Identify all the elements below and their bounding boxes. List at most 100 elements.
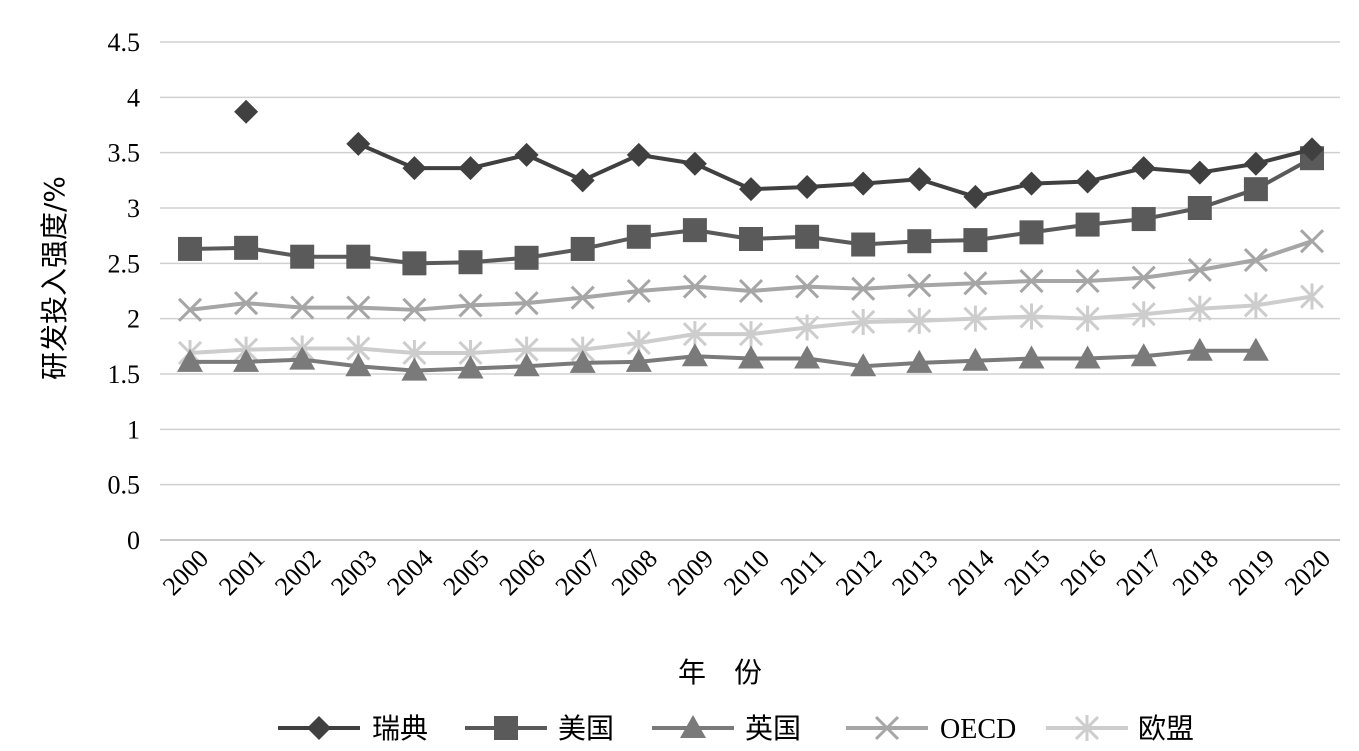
data-point [346, 131, 371, 156]
data-point [458, 293, 483, 318]
x-tick-label: 2002 [269, 544, 326, 601]
data-point [907, 167, 932, 192]
y-tick-label: 1.5 [108, 360, 141, 389]
x-tick-label: 2015 [998, 544, 1055, 601]
legend-label: 英国 [745, 712, 801, 745]
data-point [907, 307, 932, 334]
data-point [1019, 268, 1044, 294]
data-point [290, 244, 315, 269]
y-tick-label: 4 [127, 83, 140, 112]
data-point [458, 250, 483, 275]
data-point [1019, 220, 1044, 245]
x-tick-label: 2019 [1223, 544, 1280, 601]
data-point [1299, 283, 1325, 310]
legend-marker [680, 715, 706, 738]
series-lines [177, 99, 1325, 381]
data-point [963, 305, 988, 332]
data-point [346, 295, 371, 320]
data-point [1186, 337, 1213, 361]
data-point [682, 274, 707, 299]
y-tick-label: 0.5 [108, 471, 141, 500]
data-point [851, 171, 876, 196]
data-point [401, 357, 428, 381]
data-point [795, 274, 820, 299]
data-point [234, 291, 259, 316]
data-point [1075, 212, 1100, 237]
data-point [514, 142, 539, 167]
y-tick-label: 3 [127, 194, 140, 223]
data-point [1131, 301, 1156, 328]
data-point [1242, 337, 1269, 361]
data-point [851, 308, 876, 335]
x-tick-label: 2020 [1279, 544, 1336, 601]
data-point [795, 224, 820, 249]
legend-label: 瑞典 [372, 712, 428, 745]
legend-label: 美国 [558, 712, 614, 745]
data-point [795, 174, 820, 199]
data-point [177, 297, 203, 322]
data-point [234, 235, 259, 260]
series-3 [177, 337, 1269, 381]
data-point [514, 245, 539, 270]
data-point [850, 353, 877, 377]
data-point [178, 236, 202, 261]
legend-label: 欧盟 [1138, 712, 1194, 745]
data-point [1075, 169, 1100, 194]
data-point [1187, 160, 1212, 185]
legend-label: OECD [940, 714, 1016, 745]
series-1 [234, 99, 1324, 209]
data-point [1243, 292, 1268, 319]
y-tick-label: 3.5 [108, 139, 141, 168]
y-tick-labels: 0 0.5 1 1.5 2 2.5 3 3.5 4 4.5 [108, 28, 141, 555]
data-point [626, 224, 651, 249]
data-point [458, 156, 483, 181]
y-tick-label: 0 [127, 526, 140, 555]
data-point [626, 142, 651, 167]
data-point [626, 278, 651, 304]
y-tick-label: 1 [127, 415, 140, 444]
legend-marker [874, 715, 900, 741]
data-point [1075, 305, 1100, 332]
x-tick-label: 2004 [381, 544, 438, 601]
x-tick-label: 2007 [550, 544, 607, 601]
data-point [402, 297, 427, 322]
x-tick-label: 2010 [718, 544, 775, 601]
legend-item: 美国 [465, 712, 614, 745]
data-point [402, 156, 427, 181]
data-point [851, 276, 876, 301]
data-point [177, 348, 203, 372]
data-point [402, 251, 427, 276]
data-point [851, 232, 876, 257]
x-tick-label: 2013 [886, 544, 943, 601]
data-point [345, 353, 372, 377]
data-point [1131, 265, 1156, 290]
data-point [1130, 343, 1157, 367]
legend-item: OECD [846, 714, 1016, 745]
y-tick-label: 2.5 [108, 249, 141, 278]
data-point [1131, 207, 1156, 232]
data-point [234, 99, 259, 124]
x-tick-label: 2005 [437, 544, 494, 601]
data-point [795, 314, 820, 341]
x-tick-label: 2009 [662, 544, 719, 601]
data-point [625, 348, 652, 372]
data-point [963, 184, 988, 209]
data-point [457, 355, 484, 379]
data-point [570, 168, 595, 193]
x-tick-label: 2014 [942, 544, 999, 601]
data-point [513, 353, 540, 377]
legend-item: 英国 [652, 712, 801, 745]
y-axis-title: 研发投入强度/% [38, 176, 71, 380]
legend-item: 欧盟 [1046, 712, 1194, 745]
data-point [1187, 295, 1212, 322]
legend-marker [307, 716, 331, 740]
legend: 瑞典 美国 英国 OECD 欧盟 [278, 712, 1194, 745]
data-point [962, 347, 989, 371]
data-point [1187, 257, 1212, 283]
series-4 [177, 229, 1325, 322]
data-point [1074, 345, 1101, 369]
data-point [233, 348, 260, 372]
data-point [682, 151, 707, 176]
data-point [907, 229, 932, 254]
data-point [569, 349, 596, 373]
